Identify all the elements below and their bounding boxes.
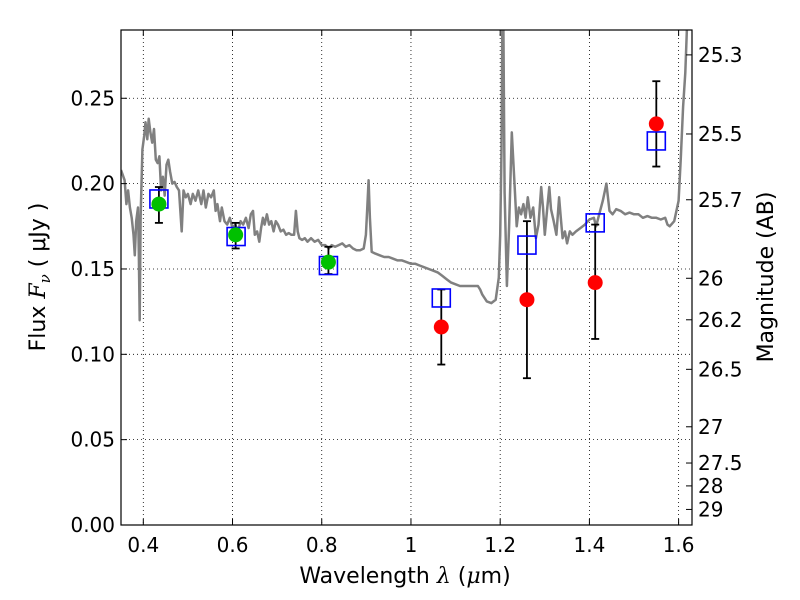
plot-frame (120, 29, 693, 526)
y2-tick-label: 26.2 (698, 308, 743, 332)
y-tick-label: 0.25 (70, 86, 115, 110)
observed-dot-layer (151, 116, 664, 335)
y2-tick-label: 27 (698, 415, 723, 439)
y-axis-title: Flux Fν ( μJy ) (26, 203, 54, 352)
x-tick-label: 0.4 (127, 533, 159, 557)
x-axis-title: Wavelength λ (μm) (299, 564, 510, 589)
grid-lines (121, 30, 692, 526)
y2-axis-title: Magnitude (AB) (754, 192, 779, 363)
observed-point-red (519, 292, 535, 308)
y-tick-label: 0.10 (70, 342, 115, 366)
y-axis-ticks: 0.00 0.05 0.10 0.15 0.20 0.25 (70, 86, 127, 537)
y2-tick-label: 25.7 (698, 188, 743, 212)
x-tick-label: 1.4 (573, 533, 605, 557)
y2-tick-label: 27.5 (698, 451, 743, 475)
model-square-marker (585, 213, 605, 233)
y-tick-label: 0.20 (70, 172, 115, 196)
y2-tick-label: 25.3 (698, 43, 743, 67)
x-tick-label: 0.6 (217, 533, 249, 557)
observed-point-green (151, 196, 167, 212)
y2-tick-label: 25.5 (698, 122, 743, 146)
model-square-marker (517, 235, 537, 255)
observed-point-red (433, 319, 449, 335)
model-square-marker (431, 288, 452, 308)
x-tick-label: 1.2 (484, 533, 516, 557)
template-spectrum-line (121, 30, 689, 322)
y2-tick-label: 28 (698, 474, 723, 498)
x-tick-label: 1 (405, 533, 418, 557)
x-axis-ticks: 0.4 0.6 0.8 1 1.2 1.4 1.6 (127, 30, 695, 557)
x-tick-label: 1.6 (663, 533, 695, 557)
y-tick-label: 0.15 (70, 257, 115, 281)
observed-point-red (648, 116, 664, 132)
y2-tick-label: 29 (698, 497, 723, 521)
y-tick-label: 0.05 (70, 428, 115, 452)
y-tick-label: 0.00 (70, 513, 115, 537)
observed-point-green (320, 254, 336, 270)
observed-point-green (228, 227, 244, 243)
template-spectrum-layer (121, 30, 689, 322)
model-square-marker (646, 131, 667, 151)
y2-tick-label: 26 (698, 266, 723, 290)
x-tick-label: 0.8 (306, 533, 338, 557)
y2-tick-label: 26.5 (698, 357, 743, 381)
observed-point-red (587, 275, 603, 291)
